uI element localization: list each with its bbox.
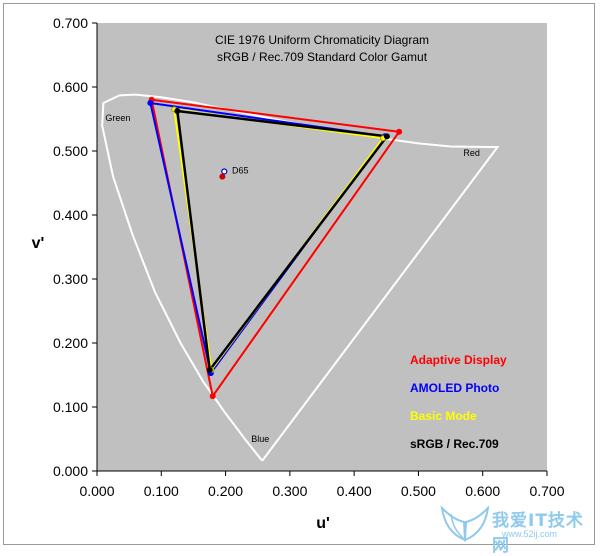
gamut-vertex-3-1 (384, 134, 389, 139)
legend-entry-2: Basic Mode (410, 409, 477, 423)
x-tick-label-5: 0.500 (401, 483, 436, 499)
x-tick-label-3: 0.300 (272, 483, 307, 499)
x-tick-label-0: 0.000 (79, 483, 114, 499)
annotation-d65: D65 (232, 165, 249, 175)
annotation-red: Red (463, 148, 480, 158)
x-tick-label-1: 0.100 (144, 483, 179, 499)
gamut-vertex-1-0 (148, 101, 153, 106)
white-point-adaptive (220, 174, 225, 179)
y-tick-label-6: 0.600 (53, 79, 88, 95)
y-tick-label-1: 0.100 (53, 399, 88, 415)
y-tick-label-2: 0.200 (53, 335, 88, 351)
y-tick-label-7: 0.700 (53, 15, 88, 31)
x-tick-label-4: 0.400 (337, 483, 372, 499)
y-axis-title: v' (32, 235, 45, 252)
gamut-vertex-3-2 (207, 367, 212, 372)
x-tick-label-7: 0.700 (529, 483, 564, 499)
x-tick-label-2: 0.200 (208, 483, 243, 499)
chart-title: CIE 1976 Uniform Chromaticity Diagram (215, 33, 429, 47)
annotation-blue: Blue (251, 434, 269, 444)
watermark-url: www.52ij.com (502, 529, 557, 539)
watermark: 我爱IT技术网 www.52ij.com (440, 504, 590, 544)
legend-entry-1: AMOLED Photo (410, 381, 499, 395)
y-tick-label-5: 0.500 (53, 143, 88, 159)
plot-area (97, 23, 547, 471)
x-axis-title: u' (316, 515, 330, 532)
annotation-green: Green (105, 113, 130, 123)
y-tick-label-0: 0.000 (53, 463, 88, 479)
x-tick-label-6: 0.600 (465, 483, 500, 499)
y-tick-label-3: 0.300 (53, 271, 88, 287)
gamut-vertex-0-2 (210, 394, 215, 399)
gamut-vertex-0-1 (397, 129, 402, 134)
chart-subtitle: sRGB / Rec.709 Standard Color Gamut (217, 50, 428, 64)
watermark-wings-icon (440, 504, 490, 544)
white-point-d65 (222, 169, 227, 174)
gamut-vertex-3-0 (175, 109, 180, 114)
legend-entry-0: Adaptive Display (410, 353, 507, 367)
legend-entry-3: sRGB / Rec.709 (410, 437, 499, 451)
y-tick-label-4: 0.400 (53, 207, 88, 223)
